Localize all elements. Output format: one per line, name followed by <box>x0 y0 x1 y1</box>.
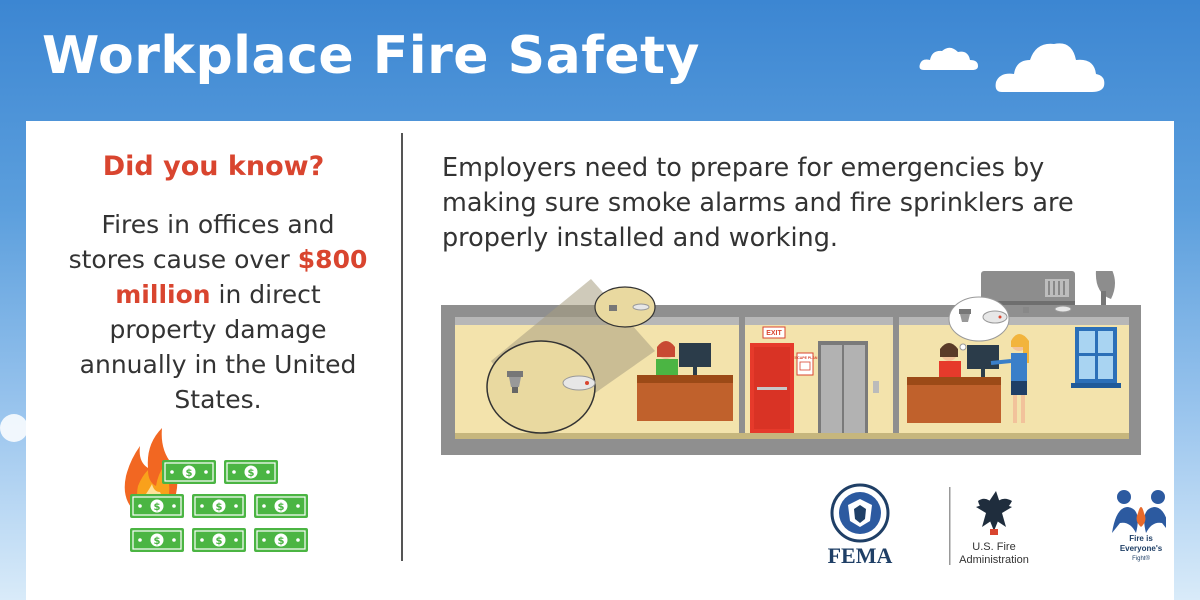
svg-text:$: $ <box>248 468 255 479</box>
elevator-doors <box>818 341 879 433</box>
usfa-line2: Administration <box>959 554 1029 566</box>
magnified-ceiling-view <box>486 279 656 434</box>
standing-coworker <box>990 334 1029 423</box>
usfa-line1: U.S. Fire <box>972 541 1015 553</box>
content-card: Did you know? Fires in offices and store… <box>26 121 1174 600</box>
fief-figures-icon <box>1112 490 1166 533</box>
money-stack: $ $ $ $ <box>130 460 308 552</box>
money-bill-icon: $ <box>192 528 246 552</box>
desk <box>637 375 733 421</box>
usfa-logo: U.S. Fire Administration <box>959 491 1029 566</box>
exit-door <box>750 343 794 433</box>
fema-wordmark: FEMA <box>828 543 893 568</box>
smoke-alarm-icon <box>1054 305 1072 313</box>
page-title: Workplace Fire Safety <box>42 26 700 86</box>
svg-text:$: $ <box>278 536 285 547</box>
vertical-divider <box>401 133 403 561</box>
svg-text:$: $ <box>216 536 223 547</box>
fact-after: in direct property damage annually in th… <box>79 280 357 414</box>
money-bill-icon: $ <box>162 460 216 484</box>
office-building-illustration: EXIT ESCAPE PLAN <box>441 271 1141 455</box>
money-bill-icon: $ <box>224 460 278 484</box>
did-you-know-heading: Did you know? <box>102 151 325 182</box>
money-bill-icon: $ <box>254 528 308 552</box>
office-worker <box>656 341 678 377</box>
computer-monitor <box>967 345 999 377</box>
svg-text:ESCAPE PLAN: ESCAPE PLAN <box>793 356 818 360</box>
money-bill-icon: $ <box>254 494 308 518</box>
smoke-alarm-icon <box>562 375 596 391</box>
svg-text:$: $ <box>154 536 161 547</box>
fact-highlight: $800 million <box>115 245 368 309</box>
desk <box>907 377 1001 423</box>
satellite-dish-icon <box>1096 271 1115 307</box>
intro-text: Employers need to prepare for emergencie… <box>442 153 1074 253</box>
fema-seal-icon <box>830 483 890 543</box>
fief-line1: Fire is <box>1129 534 1153 543</box>
svg-text:$: $ <box>216 502 223 513</box>
cloud-icon <box>919 47 978 70</box>
fact-panel: Did you know? Fires in offices and store… <box>26 121 401 600</box>
smoke-alarm-icon <box>982 310 1008 324</box>
rooftop-hvac-unit <box>981 271 1075 307</box>
sprinkler-icon <box>507 371 523 393</box>
fire-is-everyones-fight-logo: Fire is Everyone's Fight® <box>1112 490 1166 562</box>
fief-line3: Fight® <box>1132 555 1150 562</box>
svg-text:$: $ <box>278 502 285 513</box>
escape-plan-sign: ESCAPE PLAN <box>793 352 818 376</box>
computer-monitor <box>679 343 711 375</box>
ceiling-thought-bubble <box>948 296 1010 356</box>
cloud-icon <box>995 43 1105 92</box>
svg-text:$: $ <box>186 468 193 479</box>
exit-sign: EXIT <box>762 326 786 339</box>
cloud-icon <box>0 414 28 442</box>
svg-text:EXIT: EXIT <box>766 330 782 337</box>
money-bill-icon: $ <box>130 494 184 518</box>
svg-text:$: $ <box>154 502 161 513</box>
money-bill-icon: $ <box>192 494 246 518</box>
agency-logos: FEMA U.S. Fire Administration Fire is Ev… <box>828 483 1166 568</box>
money-bill-icon: $ <box>130 528 184 552</box>
fema-logo: FEMA <box>828 483 893 568</box>
office-worker <box>939 343 961 379</box>
sprinkler-icon <box>959 309 971 322</box>
window <box>1071 327 1121 388</box>
fief-line2: Everyone's <box>1120 544 1163 553</box>
usfa-eagle-icon <box>976 491 1012 535</box>
sprinkler-icon <box>1023 307 1029 313</box>
fact-before: Fires in offices and stores cause over <box>68 210 335 274</box>
fact-text: Fires in offices and stores cause over $… <box>68 207 368 417</box>
burning-money-illustration: $ $ $ $ <box>124 428 308 552</box>
logo-divider <box>949 487 951 565</box>
